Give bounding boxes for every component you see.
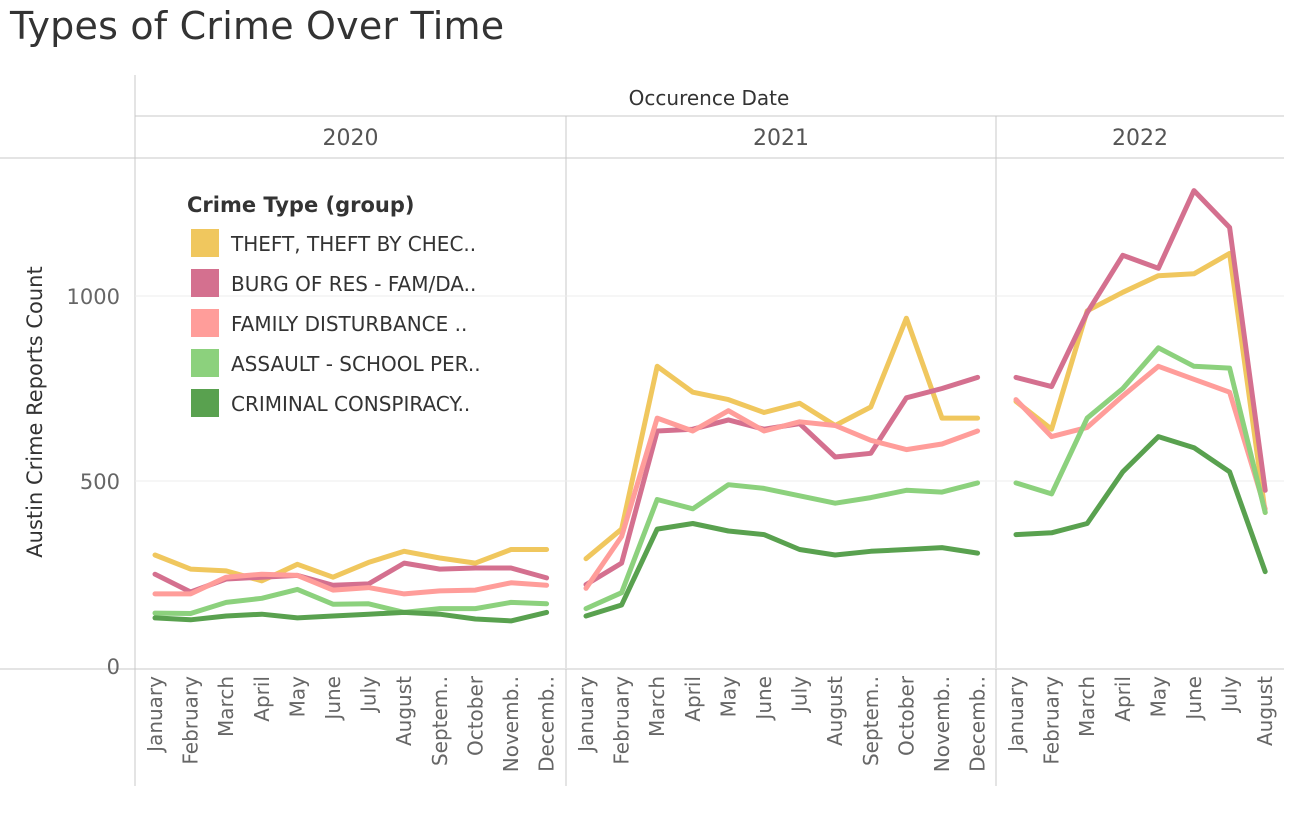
x-tick-labels: January February March April May June July Augu… bbox=[143, 675, 1277, 772]
x-tick-label-2021-4: May bbox=[716, 676, 740, 718]
series-line-3-panel-2021 bbox=[583, 480, 981, 612]
series-line-0-panel-2020 bbox=[152, 547, 550, 584]
legend-title: Crime Type (group) bbox=[187, 193, 415, 217]
year-header-2022: 2022 bbox=[1112, 126, 1168, 151]
x-tick-label-2020-7: August bbox=[392, 676, 416, 746]
x-tick-label-2020-3: April bbox=[250, 676, 274, 722]
legend-swatch-1 bbox=[191, 269, 219, 297]
x-tick-label-2022-2: March bbox=[1075, 676, 1099, 737]
chart-frame bbox=[0, 75, 1284, 786]
x-tick-label-2021-6: July bbox=[788, 676, 812, 714]
x-tick-label-2020-11: Decemb.. bbox=[535, 676, 559, 772]
series-line-4-panel-2022 bbox=[1013, 434, 1268, 575]
x-tick-label-2021-9: October bbox=[894, 675, 918, 756]
legend-swatch-0 bbox=[191, 229, 219, 257]
y-axis-label: Austin Crime Reports Count bbox=[23, 266, 47, 557]
x-tick-label-2020-6: July bbox=[357, 676, 381, 714]
x-tick-label-2020-0: January bbox=[143, 676, 167, 754]
gridlines bbox=[135, 295, 1284, 482]
x-tick-label-2021-11: Decemb.. bbox=[966, 676, 990, 772]
legend-label-4: CRIMINAL CONSPIRACY.. bbox=[231, 392, 470, 416]
series-line-2-panel-2022 bbox=[1013, 363, 1268, 512]
year-header-2021: 2021 bbox=[753, 126, 809, 151]
x-tick-label-2021-10: Novemb.. bbox=[930, 676, 954, 772]
y-tick-label-500: 500 bbox=[80, 470, 120, 494]
series-line-4-panel-2020 bbox=[152, 609, 550, 624]
y-tick-label-1000: 1000 bbox=[67, 285, 120, 309]
series-line-4-panel-2021 bbox=[583, 521, 981, 619]
x-tick-label-2022-4: May bbox=[1146, 676, 1170, 718]
legend-swatch-4 bbox=[191, 389, 219, 417]
x-tick-label-2021-1: February bbox=[610, 676, 634, 765]
legend: Crime Type (group) THEFT, THEFT BY CHEC..… bbox=[187, 193, 481, 417]
x-tick-label-2020-2: March bbox=[214, 676, 238, 737]
x-tick-label-2022-0: January bbox=[1004, 676, 1028, 754]
axes: Austin Crime Reports Count 0 500 1000 bbox=[23, 266, 120, 679]
legend-label-0: THEFT, THEFT BY CHEC.. bbox=[230, 232, 476, 256]
x-tick-label-2022-5: June bbox=[1182, 676, 1206, 722]
series-line-1-panel-2022 bbox=[1013, 188, 1268, 493]
x-tick-label-2022-1: February bbox=[1040, 676, 1064, 765]
x-tick-label-2021-2: March bbox=[645, 676, 669, 737]
series-line-3-panel-2022 bbox=[1013, 345, 1268, 515]
x-tick-label-2021-0: January bbox=[574, 676, 598, 754]
year-header-2020: 2020 bbox=[323, 126, 379, 151]
x-tick-label-2020-5: June bbox=[321, 676, 345, 722]
chart-title: Types of Crime Over Time bbox=[10, 4, 505, 48]
x-tick-label-2022-7: August bbox=[1253, 676, 1277, 746]
x-tick-label-2021-8: Septem.. bbox=[859, 676, 883, 766]
x-tick-label-2022-3: April bbox=[1111, 676, 1135, 722]
x-tick-label-2021-3: April bbox=[681, 676, 705, 722]
series-lines bbox=[152, 188, 1268, 624]
x-tick-label-2020-1: February bbox=[179, 676, 203, 765]
x-tick-label-2020-8: Septem.. bbox=[428, 676, 452, 766]
x-tick-label-2020-9: October bbox=[463, 675, 487, 756]
x-tick-label-2021-7: August bbox=[823, 676, 847, 746]
legend-label-1: BURG OF RES - FAM/DA.. bbox=[231, 272, 476, 296]
legend-swatch-2 bbox=[191, 309, 219, 337]
series-line-3-panel-2020 bbox=[152, 586, 550, 616]
legend-label-3: ASSAULT - SCHOOL PER.. bbox=[231, 352, 481, 376]
legend-swatch-3 bbox=[191, 349, 219, 377]
x-tick-label-2020-4: May bbox=[285, 676, 309, 718]
legend-label-2: FAMILY DISTURBANCE .. bbox=[231, 312, 467, 336]
series-line-0-panel-2021 bbox=[583, 315, 981, 562]
column-header-title: Occurence Date bbox=[629, 86, 790, 110]
series-line-2-panel-2020 bbox=[152, 571, 550, 597]
column-headers: Occurence Date 2020 2021 2022 bbox=[323, 86, 1169, 151]
x-tick-label-2021-5: June bbox=[752, 676, 776, 722]
y-tick-label-0: 0 bbox=[107, 655, 120, 679]
series-line-0-panel-2022 bbox=[1013, 250, 1268, 515]
x-tick-label-2022-6: July bbox=[1218, 676, 1242, 714]
series-line-2-panel-2021 bbox=[583, 408, 981, 591]
x-tick-label-2020-10: Novemb.. bbox=[499, 676, 523, 772]
